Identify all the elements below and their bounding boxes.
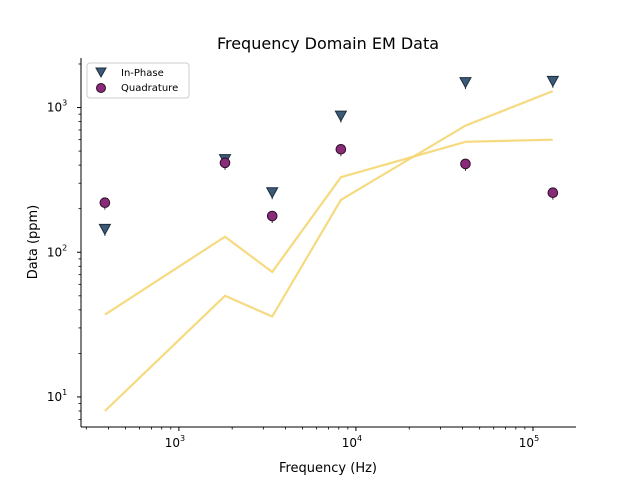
x-axis-label: Frequency (Hz) (279, 461, 377, 476)
model-line-1 (104, 138, 553, 316)
model-line-2 (104, 90, 554, 412)
quadrature-point-3 (266, 210, 278, 222)
in-phase-point-6 (546, 75, 560, 88)
quadrature-point-1 (99, 197, 111, 209)
x-tick-label-exponent-3: 5 (534, 434, 539, 443)
y-tick-label-exponent-3: 3 (62, 99, 67, 108)
model-lines (104, 90, 554, 412)
y-tick-label-exponent-2: 2 (62, 243, 67, 252)
quadrature-point-6 (547, 187, 559, 198)
in-phase-point-3 (265, 187, 279, 199)
x-tick-label-1: 103 (165, 434, 185, 450)
y-tick-label-exponent-1: 1 (62, 388, 67, 397)
legend-in-phase-marker (95, 67, 107, 79)
data-markers (98, 75, 560, 236)
legend-quadrature-label: Quadrature (121, 83, 178, 94)
legend-quadrature-marker (96, 83, 106, 93)
x-tick-label-exponent-2: 4 (357, 434, 362, 443)
legend-in-phase-label: In-Phase (121, 68, 164, 79)
in-phase-point-5 (459, 77, 472, 89)
quadrature-point-2 (219, 157, 231, 169)
quadrature-point-4 (335, 143, 347, 155)
y-axis-label: Data (ppm) (26, 205, 41, 279)
legend: In-Phase Quadrature (86, 62, 190, 99)
quadrature-point-5 (460, 158, 471, 170)
x-tick-label-2: 104 (342, 434, 362, 450)
legend-frame (86, 62, 190, 99)
in-phase-point-4 (334, 110, 348, 123)
x-tick-label-3: 105 (519, 434, 539, 450)
x-tick-label-exponent-1: 3 (180, 434, 185, 443)
chart-title: Frequency Domain EM Data (217, 34, 439, 53)
in-phase-point-1 (98, 223, 112, 236)
